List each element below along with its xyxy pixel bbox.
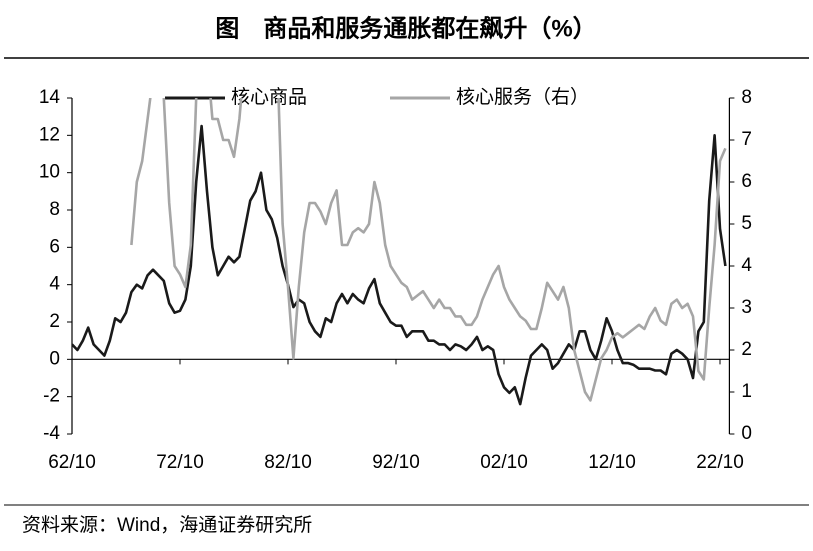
y2-tick-label: 5 bbox=[741, 213, 752, 234]
y2-tick-label: 0 bbox=[741, 423, 752, 444]
y-tick-label: 8 bbox=[49, 199, 60, 220]
source-note: 资料来源：Wind，海通证券研究所 bbox=[22, 514, 312, 536]
legend-label: 核心商品 bbox=[231, 86, 307, 108]
y2-tick-label: 1 bbox=[741, 381, 752, 402]
x-tick-label: 12/10 bbox=[588, 452, 636, 473]
x-tick-label: 22/10 bbox=[696, 452, 744, 473]
y-tick-label: 12 bbox=[39, 124, 60, 145]
y-tick-label: -4 bbox=[43, 423, 60, 444]
chart-title: 图 商品和服务通胀都在飙升（%） bbox=[215, 14, 596, 42]
y-tick-label: 0 bbox=[49, 348, 60, 369]
y-tick-label: 6 bbox=[49, 236, 60, 257]
y2-tick-label: 7 bbox=[741, 129, 752, 150]
y-tick-label: 4 bbox=[49, 274, 60, 295]
legend-label: 核心服务（右） bbox=[456, 86, 589, 108]
y-tick-label: -2 bbox=[43, 386, 60, 407]
y-tick-label: 14 bbox=[39, 87, 61, 108]
y2-tick-label: 8 bbox=[741, 87, 752, 108]
x-tick-label: 02/10 bbox=[480, 452, 528, 473]
y-tick-label: 2 bbox=[49, 311, 60, 332]
x-tick-label: 82/10 bbox=[264, 452, 312, 473]
x-tick-label: 92/10 bbox=[372, 452, 420, 473]
x-tick-label: 62/10 bbox=[48, 452, 96, 473]
series-line bbox=[130, 98, 727, 402]
y-tick-label: 10 bbox=[39, 162, 60, 183]
y2-tick-label: 6 bbox=[741, 171, 752, 192]
series-line bbox=[72, 124, 727, 406]
x-tick-label: 72/10 bbox=[156, 452, 204, 473]
y2-tick-label: 2 bbox=[741, 339, 752, 360]
y2-tick-label: 3 bbox=[741, 297, 752, 318]
y2-tick-label: 4 bbox=[741, 255, 752, 276]
